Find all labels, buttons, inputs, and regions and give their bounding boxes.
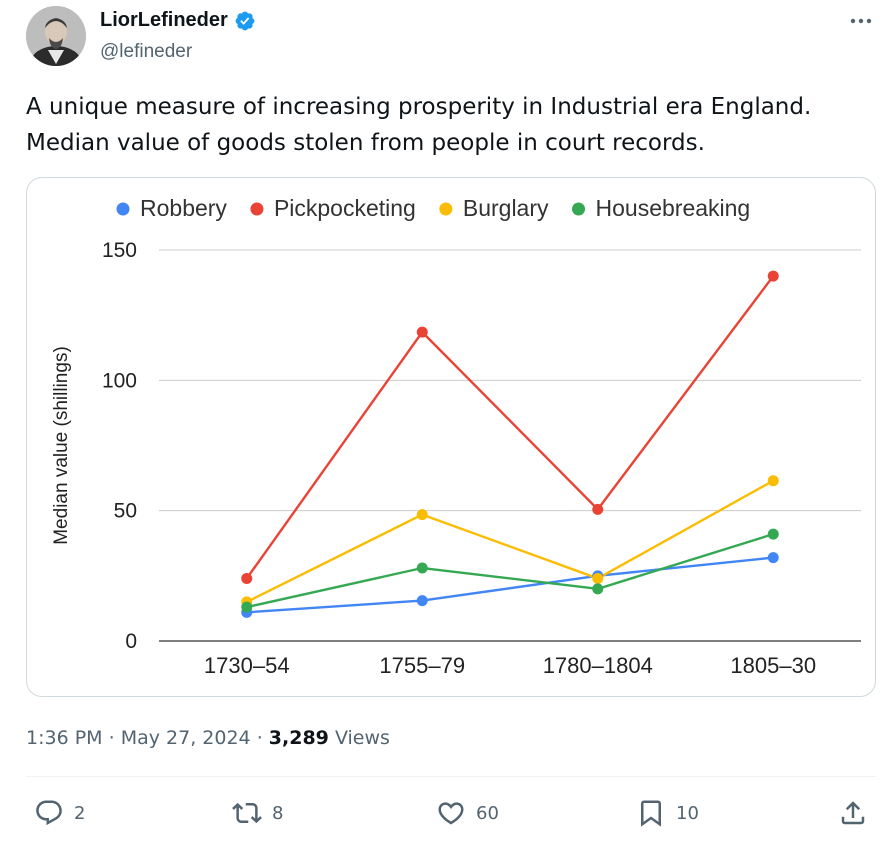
- series-line-burglary: [246, 479, 774, 603]
- reply-icon: [36, 800, 62, 826]
- y-tick-label: 0: [125, 630, 137, 653]
- legend-marker: [572, 202, 586, 216]
- legend-label: Robbery: [140, 195, 227, 221]
- data-point-burglary: [592, 572, 604, 584]
- data-point-robbery: [767, 552, 779, 564]
- legend-marker: [250, 202, 264, 216]
- tweet-date[interactable]: May 27, 2024: [120, 727, 251, 749]
- legend-marker: [116, 202, 130, 216]
- series-line-pickpocketing: [245, 275, 775, 580]
- x-tick-label: 1805–30: [730, 653, 816, 678]
- bookmark-count: 10: [676, 802, 699, 824]
- reply-count: 2: [74, 802, 86, 824]
- avatar[interactable]: [26, 6, 86, 66]
- data-point-pickpocketing: [767, 270, 779, 282]
- views-label: Views: [334, 727, 390, 749]
- line-chart: 0 50 100 150 Median value (shillings) 1730–54…: [51, 195, 861, 678]
- tweet-text-line-2: Median value of goods stolen from people…: [26, 130, 705, 156]
- views-count: 3,289: [268, 727, 329, 749]
- data-point-pickpocketing: [241, 572, 253, 584]
- divider: [26, 776, 876, 777]
- data-point-housebreaking: [592, 583, 604, 595]
- tweet-time[interactable]: 1:36 PM: [26, 727, 103, 749]
- data-point-housebreaking: [241, 601, 253, 613]
- bookmark-button[interactable]: 10: [636, 798, 699, 828]
- y-tick-label: 100: [102, 369, 137, 392]
- y-tick-label: 50: [114, 500, 137, 523]
- y-axis-title: Median value (shillings): [51, 346, 72, 545]
- author-display-name[interactable]: LiorLefineder: [100, 9, 228, 31]
- meta-separator: ·: [108, 727, 115, 749]
- meta-separator: ·: [256, 727, 263, 749]
- like-count: 60: [476, 802, 499, 824]
- series-line-robbery: [246, 556, 774, 614]
- x-tick-label: 1730–54: [204, 653, 290, 678]
- data-point-burglary: [767, 475, 779, 487]
- x-tick-label: 1755–79: [379, 653, 465, 678]
- author-name-row: LiorLefineder: [100, 9, 256, 32]
- tweet-meta: 1:36 PM · May 27, 2024 · 3,289 Views: [26, 727, 390, 749]
- data-point-pickpocketing: [592, 503, 604, 515]
- data-point-housebreaking: [767, 528, 779, 540]
- more-options-icon[interactable]: [846, 14, 876, 28]
- verified-badge-icon: [235, 11, 255, 30]
- avatar-portrait-icon: [26, 6, 86, 66]
- y-tick-label: 150: [102, 239, 137, 262]
- bookmark-icon: [641, 800, 661, 827]
- data-point-housebreaking: [416, 562, 428, 574]
- author-handle[interactable]: @lefineder: [100, 41, 193, 62]
- repost-count: 8: [272, 802, 284, 824]
- repost-icon: [232, 802, 262, 824]
- data-point-burglary: [416, 509, 428, 521]
- legend-label: Housebreaking: [596, 195, 751, 221]
- share-button[interactable]: [838, 798, 868, 828]
- tweet-text: A unique measure of increasing prosperit…: [26, 89, 866, 161]
- data-point-robbery: [416, 595, 428, 607]
- chart-image-card[interactable]: 0 50 100 150 Median value (shillings) 1730–54…: [26, 177, 876, 697]
- x-tick-label: 1780–1804: [543, 653, 653, 678]
- data-point-pickpocketing: [416, 326, 428, 338]
- legend-label: Pickpocketing: [274, 195, 416, 221]
- repost-button[interactable]: 8: [232, 798, 283, 828]
- legend-label: Burglary: [463, 195, 549, 221]
- heart-icon: [438, 802, 464, 825]
- share-icon: [841, 801, 865, 825]
- reply-button[interactable]: 2: [34, 798, 85, 828]
- tweet-text-line-1: A unique measure of increasing prosperit…: [26, 94, 812, 120]
- legend-marker: [439, 202, 453, 216]
- like-button[interactable]: 60: [436, 798, 499, 828]
- series-line-housebreaking: [246, 532, 774, 609]
